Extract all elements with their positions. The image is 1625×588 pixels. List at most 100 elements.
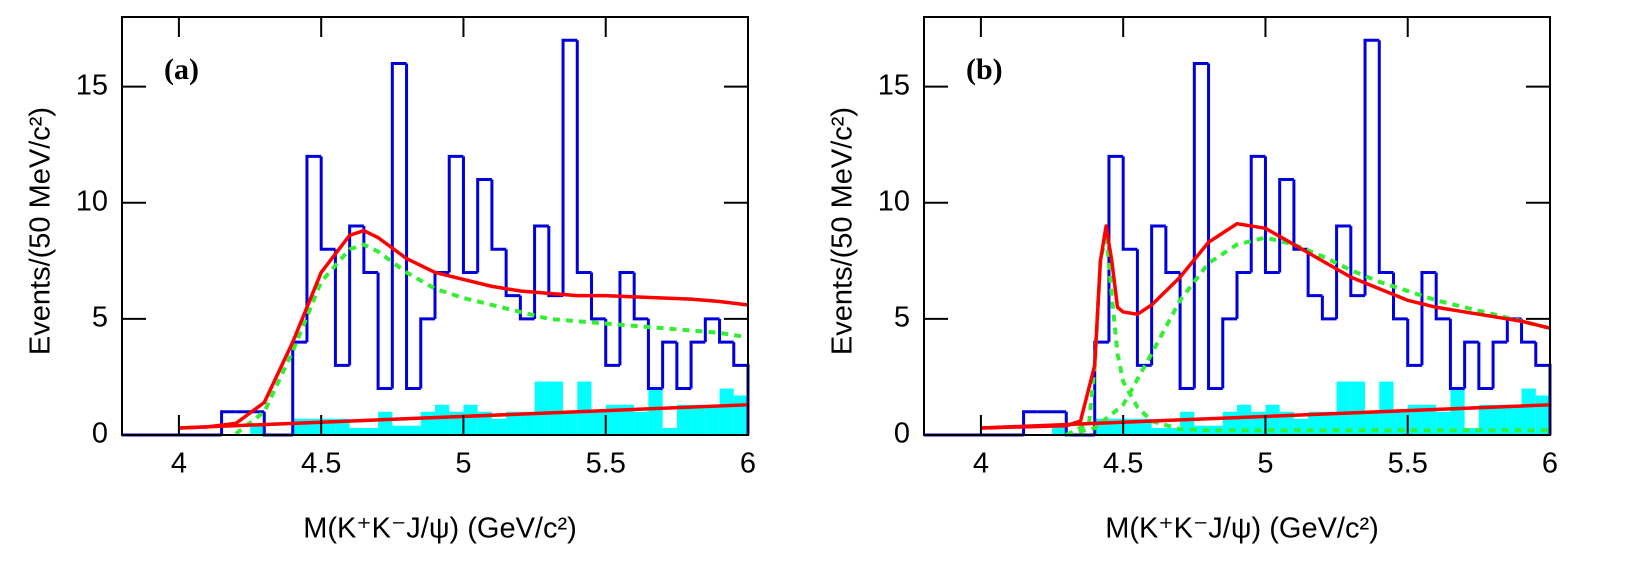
data-bin <box>405 63 421 391</box>
x-tick-label: 4 <box>171 448 187 480</box>
y-tick-label: 15 <box>76 69 108 101</box>
plot-frame <box>923 16 1551 436</box>
data-bin <box>419 317 435 389</box>
data-bin <box>1150 224 1166 366</box>
data-bin <box>1434 272 1451 321</box>
background-bar <box>1407 404 1422 435</box>
data-bin <box>504 249 521 298</box>
data-bin <box>1448 318 1465 391</box>
background-bar <box>691 404 706 435</box>
background-bar <box>378 411 393 435</box>
data-bin <box>590 272 606 321</box>
background-bar <box>577 381 592 435</box>
x-tick-label: 4.5 <box>301 448 341 480</box>
background-bar <box>1493 404 1508 435</box>
data-bin <box>1335 224 1351 319</box>
panel-label: (b) <box>966 53 1003 86</box>
data-bin <box>632 272 649 321</box>
background-bar <box>1478 404 1494 435</box>
x-axis-label: M(K⁺K⁻J/ψ) (GeV/c²) <box>1105 513 1379 545</box>
background-bar <box>563 411 578 435</box>
background-bar <box>363 428 379 435</box>
background-bar <box>477 411 492 435</box>
fit-curve <box>980 221 1551 430</box>
data-bin <box>718 318 734 344</box>
x-tick-label: 6 <box>1542 448 1558 480</box>
data-bin <box>1121 156 1138 251</box>
background-bar <box>676 404 692 435</box>
background-bar <box>392 425 407 435</box>
x-tick-label: 5 <box>455 448 471 480</box>
data-bin <box>1363 38 1380 296</box>
data-bin <box>305 154 322 343</box>
background-bar <box>619 404 635 435</box>
data-bin <box>333 249 350 367</box>
data-bin <box>675 342 692 391</box>
data-bin <box>447 154 464 273</box>
data-bin <box>1349 226 1366 298</box>
background-bar <box>463 404 478 435</box>
data-bin <box>1192 61 1209 389</box>
x-tick-label: 4 <box>973 448 989 480</box>
y-tick-label: 10 <box>878 185 910 217</box>
x-tick-label: 5.5 <box>586 448 626 480</box>
data-bin <box>661 340 677 389</box>
background-bar <box>1507 404 1522 435</box>
panel-label: (a) <box>164 53 199 86</box>
data-bin <box>547 226 564 298</box>
background-bar <box>605 404 620 435</box>
y-axis-label: Events/(50 MeV/c²) <box>25 107 57 355</box>
x-tick-label: 6 <box>740 448 756 480</box>
background-bar <box>520 411 535 435</box>
background-bar <box>435 404 450 435</box>
background-bar <box>1293 418 1309 435</box>
data-bin <box>1477 342 1494 391</box>
background-bar <box>719 388 734 435</box>
data-bin <box>561 38 578 296</box>
background-bar <box>1521 388 1536 435</box>
y-tick-label: 0 <box>894 418 910 450</box>
data-bin <box>390 61 407 389</box>
data-bin <box>689 340 706 389</box>
data-bin <box>433 270 450 319</box>
background-bar <box>1194 425 1209 435</box>
data-bin <box>348 224 364 366</box>
background-bar <box>1151 428 1166 435</box>
x-axis-label: M(K⁺K⁻J/ψ) (GeV/c²) <box>303 513 577 545</box>
background-bar <box>662 428 677 435</box>
background-bar <box>534 381 549 435</box>
background-bar <box>591 411 606 435</box>
data-bin <box>1135 249 1152 367</box>
data-bin <box>1491 340 1508 389</box>
background-bar <box>648 388 663 435</box>
data-bin <box>1520 318 1536 344</box>
data-bin <box>1263 156 1280 274</box>
panel: 4 4.5 5 5.5 6 0 5 10 15 (b) M(K⁺K⁻J/ψ) (GeV/c²) Eve… <box>827 16 1558 545</box>
y-tick-label: 10 <box>76 185 108 217</box>
data-bin <box>1207 63 1223 391</box>
data-bin <box>518 295 535 321</box>
data-bin <box>376 272 393 391</box>
data-bin <box>490 179 507 251</box>
background-bar <box>349 428 364 435</box>
background-bar <box>1165 428 1181 435</box>
fit-curve <box>178 228 749 430</box>
y-tick-label: 15 <box>878 69 910 101</box>
data-bin <box>575 40 592 274</box>
background-bar <box>1450 388 1465 435</box>
data-bin <box>1221 317 1237 389</box>
signal-curve <box>1065 235 1551 437</box>
x-tick-label: 5 <box>1257 448 1273 480</box>
data-bin <box>1292 179 1309 251</box>
background-bar <box>1336 381 1351 435</box>
data-bin <box>1463 340 1479 389</box>
background-bar <box>1052 425 1067 435</box>
data-bin <box>1235 270 1252 319</box>
data-bin <box>1320 295 1337 321</box>
data-bin <box>319 156 336 251</box>
data-bin <box>1164 226 1181 274</box>
data-bin <box>533 224 549 319</box>
background-bar <box>1421 404 1437 435</box>
data-bin <box>1420 270 1437 366</box>
